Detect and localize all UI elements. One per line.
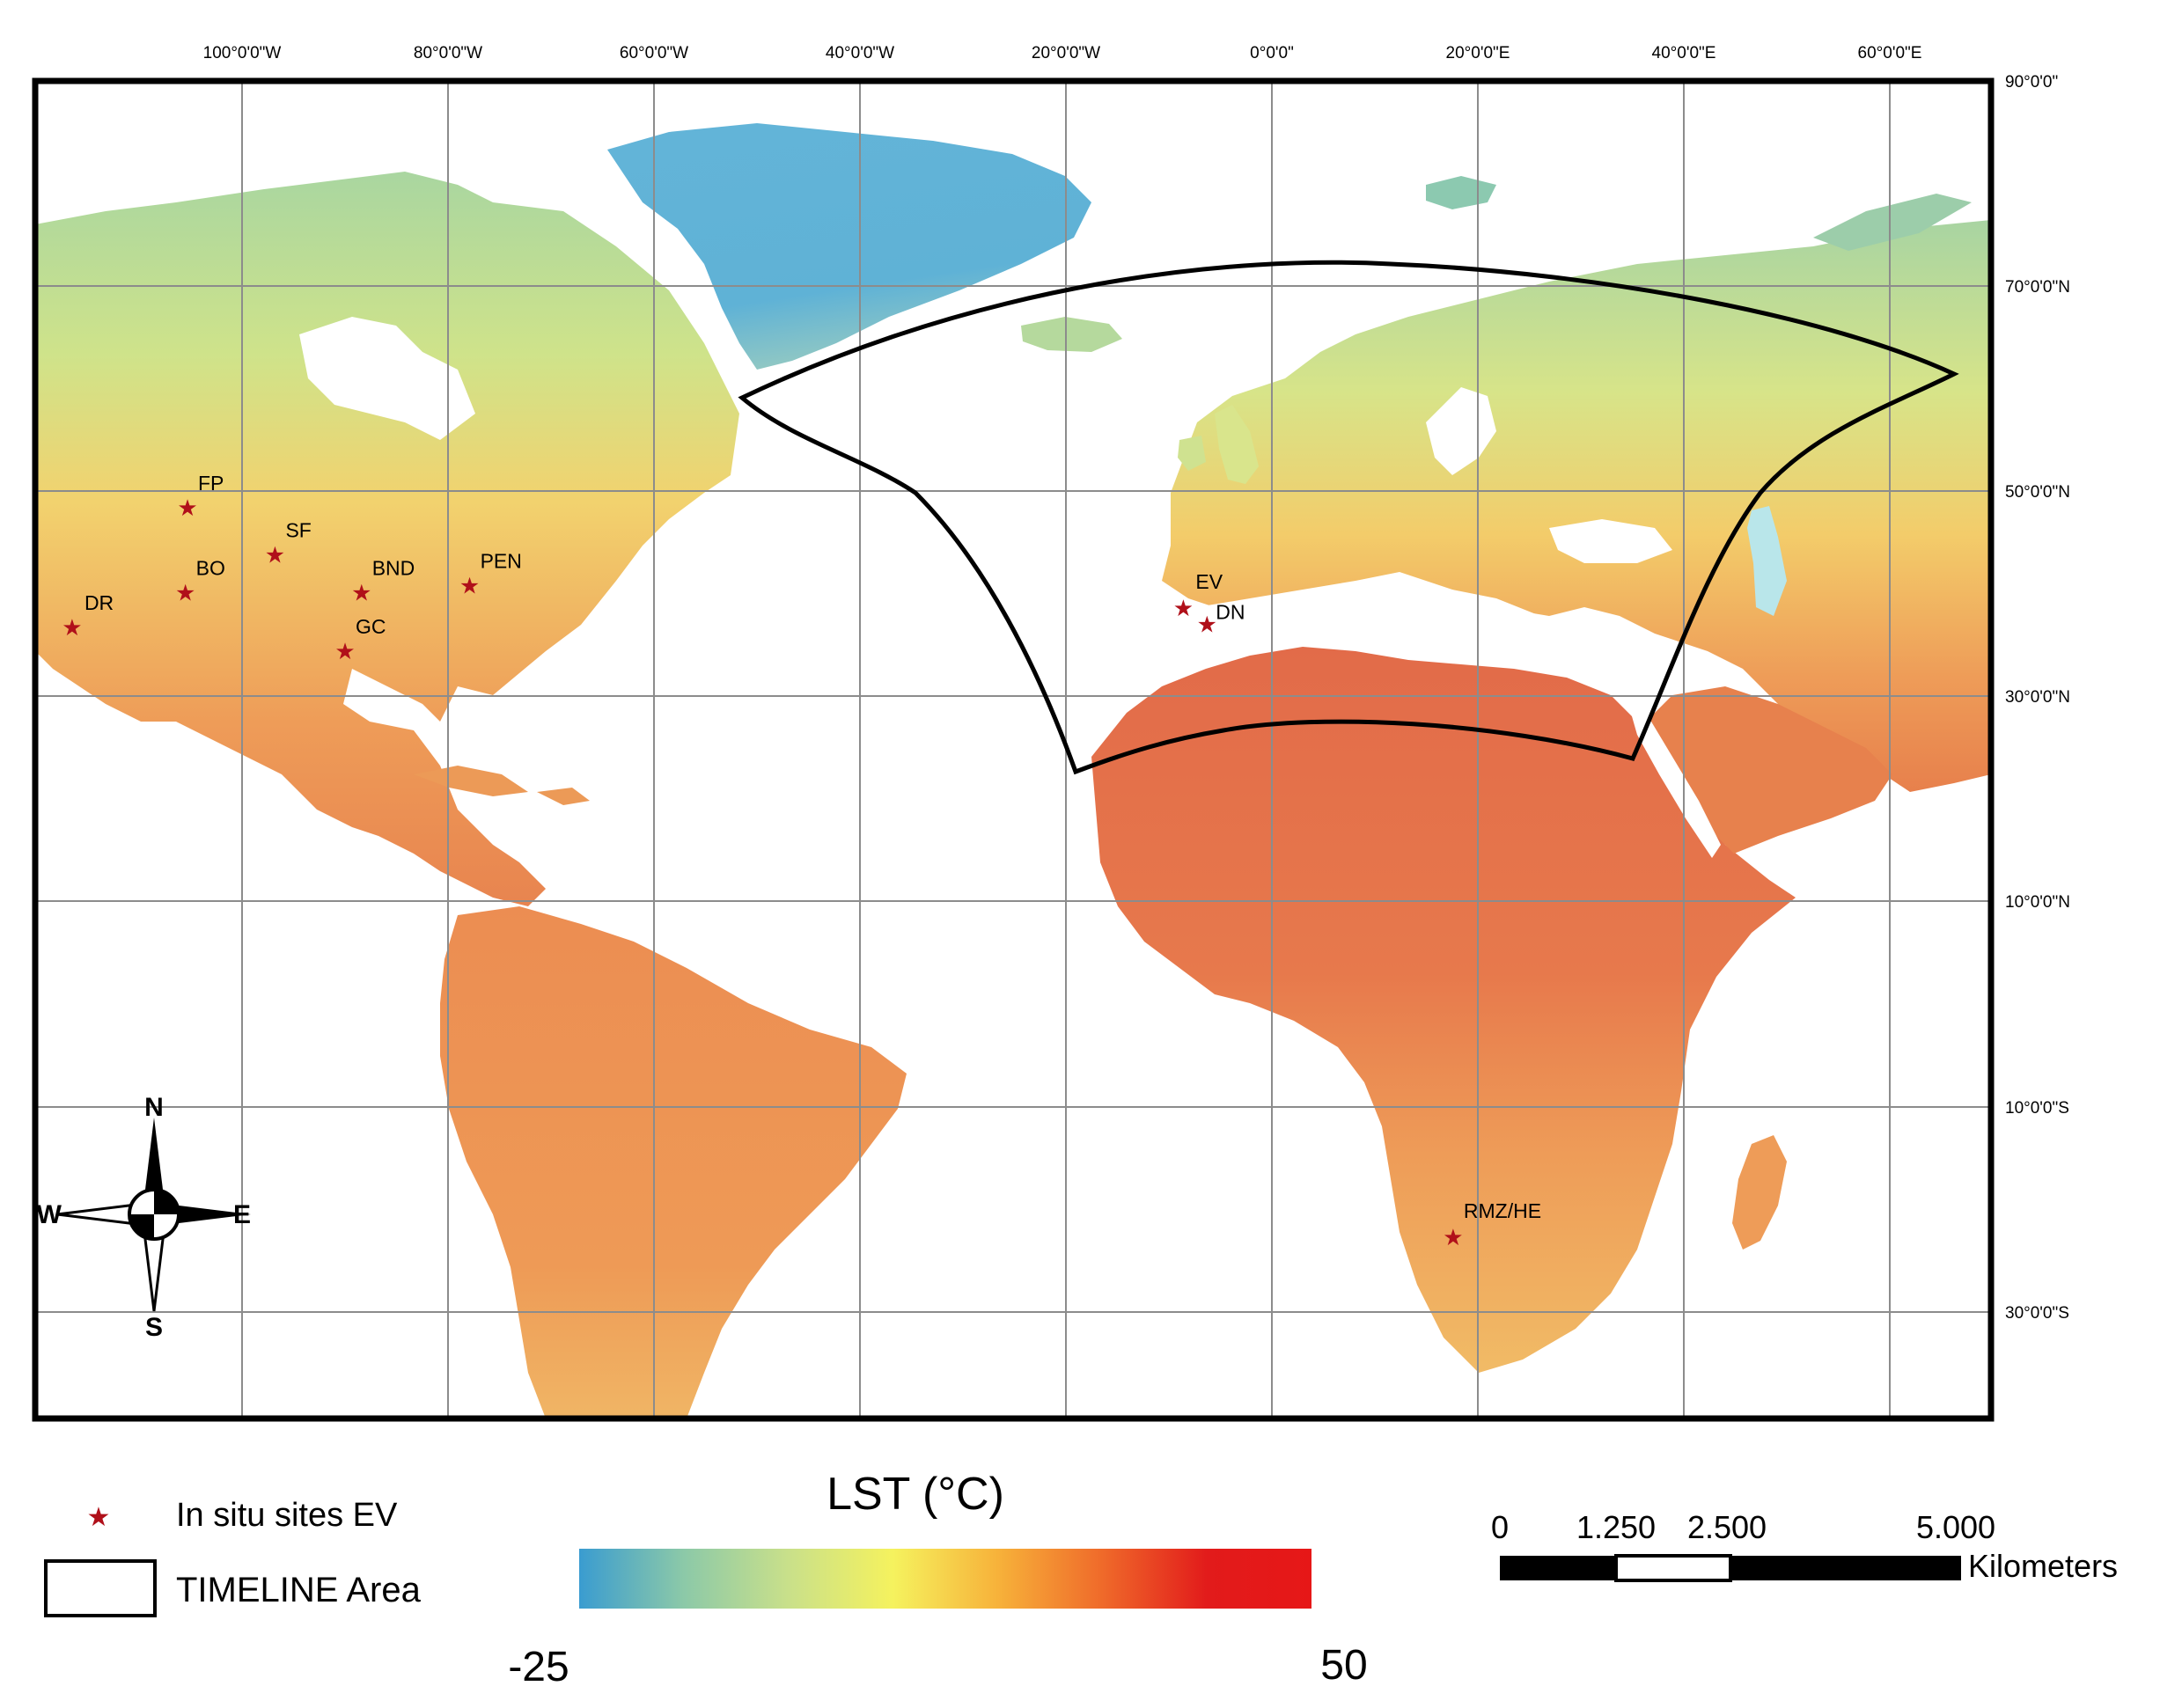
site-star-icon: ★ [177,495,197,521]
site-label: GC [356,615,386,638]
longitude-label: 0°0'0" [1250,44,1294,62]
site-label: FP [198,472,224,495]
scale-label-1250: 1.250 [1576,1509,1656,1545]
site-star-icon: ★ [351,580,371,606]
compass-north: N [144,1093,164,1122]
site-star-icon: ★ [175,580,195,606]
latitude-label: 10°0'0"S [2005,1099,2069,1118]
colorbar: LST (°C) -25 50 [508,1469,1367,1690]
legend-area-swatch [44,1559,157,1617]
scale-bar: 0 1.250 2.500 5.000 Kilometers [1491,1509,2118,1584]
north-america [35,172,739,906]
site-label: EV [1195,570,1223,593]
latitude-label: 30°0'0"N [2005,688,2070,707]
mediterranean-sea [1197,572,1567,651]
latitude-label: 30°0'0"S [2005,1304,2069,1323]
longitude-labels: 100°0'0"W 80°0'0"W 60°0'0"W 40°0'0"W 20°0'0"… [203,44,1922,62]
caspian-sea [1747,506,1787,616]
site-label: BND [372,557,415,580]
land-layer [35,123,1991,1418]
madagascar [1732,1135,1787,1250]
longitude-label: 80°0'0"W [414,44,482,62]
longitude-label: 20°0'0"W [1032,44,1100,62]
scale-label-0: 0 [1491,1509,1509,1545]
scale-segment-1 [1500,1556,1616,1580]
scale-unit: Kilometers [1968,1548,2118,1584]
south-america [440,906,907,1418]
scale-segment-3 [1730,1556,1961,1580]
legend-area-label: TIMELINE Area [176,1571,422,1609]
black-sea [1549,519,1672,563]
scale-segment-2 [1614,1554,1732,1582]
site-star-icon: ★ [459,572,480,598]
longitude-label: 100°0'0"W [203,44,282,62]
site-star-icon: ★ [265,541,285,568]
site-label: DN [1216,601,1245,624]
site-star-icon: ★ [1173,595,1194,621]
site-label: RMZ/HE [1464,1199,1541,1222]
latitude-label: 70°0'0"N [2005,278,2070,297]
in-situ-sites: ★FP★SF★BO★BND★PEN★DR★GC★EV★DN★RMZ/HE [62,472,1541,1250]
colorbar-title: LST (°C) [827,1469,1004,1520]
north-arrow-compass: N S W E [37,1093,251,1342]
hispaniola [537,788,590,805]
scale-label-5000: 5.000 [1916,1509,1995,1545]
legend-sites-label: In situ sites EV [176,1497,398,1534]
compass-west: W [37,1200,62,1229]
greenland [607,123,1091,370]
svalbard [1426,176,1496,209]
latitude-labels: 90°0'0" 70°0'0"N 50°0'0"N 30°0'0"N 10°0'0"N 1… [2005,73,2070,1323]
graticule-grid [35,81,1991,1418]
site-label: PEN [481,549,522,572]
site-star-icon: ★ [334,638,355,664]
iceland [1021,317,1122,352]
site-label: SF [285,518,311,541]
eurasia [1162,220,1991,792]
latitude-label: 50°0'0"N [2005,483,2070,502]
novaya-zemlya [1813,194,1972,251]
scale-label-2500: 2.500 [1687,1509,1767,1545]
site-label: BO [196,557,225,580]
compass-south: S [145,1313,163,1342]
timeline-area-outline [738,260,1959,775]
longitude-label: 60°0'0"E [1858,44,1922,62]
site-star-icon: ★ [62,614,82,641]
longitude-label: 40°0'0"W [826,44,894,62]
latitude-label: 90°0'0" [2005,73,2058,92]
map-frame [32,77,1995,1422]
site-star-icon: ★ [1197,612,1217,638]
great-britain [1215,405,1259,484]
colorbar-ramp [579,1549,1311,1609]
cuba [414,766,528,796]
colorbar-min-label: -25 [508,1644,569,1690]
compass-east: E [233,1200,251,1229]
longitude-label: 40°0'0"E [1652,44,1716,62]
ireland [1178,436,1206,471]
hudson-bay [299,317,475,440]
site-star-icon: ★ [1443,1224,1463,1250]
latitude-label: 10°0'0"N [2005,893,2070,912]
red-sea [1628,704,1721,858]
colorbar-max-label: 50 [1320,1642,1367,1689]
site-label: DR [84,591,114,614]
africa [1091,647,1796,1373]
legend: ★ In situ sites EV TIMELINE Area [44,1497,422,1617]
longitude-label: 20°0'0"E [1446,44,1510,62]
longitude-label: 60°0'0"W [620,44,688,62]
legend-site-star-icon: ★ [87,1503,111,1532]
